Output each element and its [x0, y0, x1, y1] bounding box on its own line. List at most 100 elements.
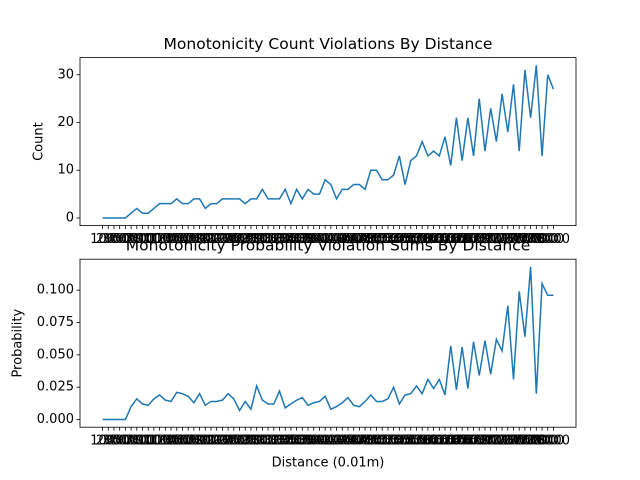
- y-tick-label: 0: [66, 210, 74, 225]
- x-tick-label: 7100: [486, 434, 519, 449]
- x-tick-label: 3900: [303, 434, 336, 449]
- x-tick-label: 5200: [377, 232, 410, 247]
- x-tick-label: 2700: [234, 434, 267, 449]
- y-axis-label: Count: [32, 122, 47, 161]
- x-tick-label: 900: [136, 232, 161, 247]
- x-tick-label: 6100: [428, 434, 461, 449]
- x-tick-label: 7300: [497, 434, 530, 449]
- x-tick-label: 3100: [257, 232, 290, 247]
- x-tick-label: 2700: [234, 232, 267, 247]
- y-tick-label: 30: [57, 67, 74, 82]
- x-tick-label: 3300: [269, 232, 302, 247]
- data-line: [102, 65, 555, 219]
- y-tick-label: 20: [57, 115, 74, 130]
- x-tick-label: 600: [119, 434, 144, 449]
- y-tick-label: 0.100: [37, 283, 74, 298]
- x-tick-label: 7200: [491, 434, 524, 449]
- x-tick-label: 6600: [457, 434, 490, 449]
- x-tick-label: 4200: [320, 434, 353, 449]
- x-tick-label: 2800: [240, 434, 273, 449]
- x-tick-label: 6200: [434, 232, 467, 247]
- x-tick-label: 7900: [531, 232, 564, 247]
- x-tick-label: 6900: [474, 434, 507, 449]
- x-tick-label: 2500: [223, 232, 256, 247]
- x-tick-label: 5400: [389, 434, 422, 449]
- x-tick-label: 6300: [440, 232, 473, 247]
- x-tick-label: 3200: [263, 434, 296, 449]
- y-tick-label: 0.000: [37, 412, 74, 427]
- chart-title: Monotonicity Count Violations By Distanc…: [164, 35, 493, 53]
- x-tick-label: 700: [124, 434, 149, 449]
- x-tick-label: 1700: [177, 434, 210, 449]
- x-tick-label: 5500: [394, 232, 427, 247]
- x-tick-label: 5000: [366, 232, 399, 247]
- x-tick-label: 1900: [189, 232, 222, 247]
- x-tick-label: 1200: [149, 434, 182, 449]
- x-tick-label: 3800: [297, 434, 330, 449]
- x-tick-label: 500: [113, 232, 138, 247]
- x-tick-label: 6000: [423, 232, 456, 247]
- x-tick-label: 7200: [491, 232, 524, 247]
- x-tick-label: 7700: [520, 434, 553, 449]
- x-tick-label: 7700: [520, 232, 553, 247]
- x-tick-label: 2300: [212, 232, 245, 247]
- x-tick-label: 5900: [417, 434, 450, 449]
- x-tick-label: 5000: [366, 434, 399, 449]
- x-tick-label: 7300: [497, 232, 530, 247]
- x-tick-label: 1400: [160, 232, 193, 247]
- x-tick-label: 4100: [314, 232, 347, 247]
- x-tick-label: 2400: [217, 232, 250, 247]
- x-tick-label: 5700: [406, 232, 439, 247]
- x-tick-label: 5900: [417, 232, 450, 247]
- y-tick-label: 0.075: [37, 315, 74, 330]
- x-tick-label: 5300: [383, 434, 416, 449]
- data-line: [102, 266, 554, 421]
- x-tick-label: 5100: [371, 434, 404, 449]
- x-tick-label: 2000: [194, 232, 227, 247]
- x-tick-label: 1500: [166, 434, 199, 449]
- x-tick-label: 4800: [354, 434, 387, 449]
- x-tick-label: 1000: [137, 232, 170, 247]
- x-tick-label: 5800: [411, 232, 444, 247]
- x-tick-label: 800: [130, 434, 155, 449]
- axes-frame: [79, 258, 577, 428]
- x-tick-label: 1500: [166, 232, 199, 247]
- x-tick-label: 1100: [143, 434, 176, 449]
- x-tick-label: 200: [96, 232, 121, 247]
- x-tick-label: 5200: [377, 434, 410, 449]
- x-tick-label: 2300: [212, 434, 245, 449]
- x-tick-label: 900: [136, 434, 161, 449]
- x-tick-label: 4600: [343, 232, 376, 247]
- y-tick-label: 0.050: [37, 347, 74, 362]
- x-tick-label: 7500: [508, 232, 541, 247]
- y-tick-label: 10: [57, 163, 74, 178]
- x-tick-label: 7000: [480, 434, 513, 449]
- x-tick-label: 8000: [537, 434, 570, 449]
- x-tick-label: 2600: [229, 434, 262, 449]
- x-tick-label: 4500: [337, 434, 370, 449]
- x-tick-label: 4700: [349, 232, 382, 247]
- x-tick-label: 100: [90, 434, 115, 449]
- x-tick-label: 3900: [303, 232, 336, 247]
- x-tick-label: 7400: [503, 232, 536, 247]
- x-tick-label: 400: [107, 232, 132, 247]
- x-tick-label: 7800: [525, 232, 558, 247]
- x-tick-label: 6500: [451, 434, 484, 449]
- x-tick-label: 4800: [354, 232, 387, 247]
- x-tick-label: 1300: [154, 434, 187, 449]
- x-tick-label: 3700: [291, 434, 324, 449]
- x-tick-label: 7800: [525, 434, 558, 449]
- chart-title: Monotonicity Probability Violation Sums …: [126, 237, 530, 255]
- x-tick-label: 2800: [240, 232, 273, 247]
- x-tick-label: 4700: [349, 434, 382, 449]
- x-tick-label: 2200: [206, 232, 239, 247]
- x-tick-label: 4900: [360, 434, 393, 449]
- x-tick-label: 3400: [274, 434, 307, 449]
- x-tick-label: 6200: [434, 434, 467, 449]
- x-tick-label: 800: [130, 232, 155, 247]
- x-tick-label: 7100: [486, 232, 519, 247]
- x-tick-label: 4300: [326, 434, 359, 449]
- x-tick-label: 300: [102, 232, 127, 247]
- x-tick-label: 5600: [400, 434, 433, 449]
- x-tick-label: 4400: [331, 434, 364, 449]
